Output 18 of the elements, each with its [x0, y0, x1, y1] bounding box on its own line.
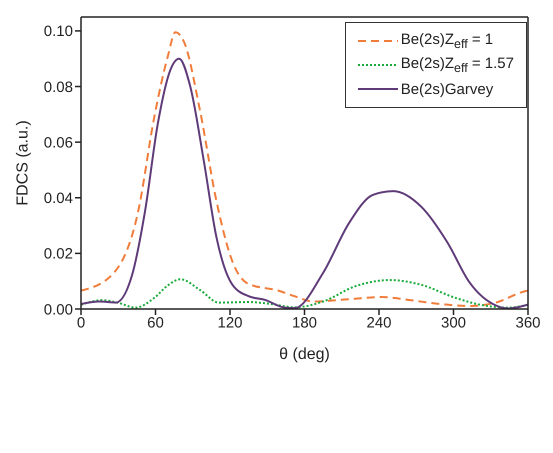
x-tick-label: 60: [147, 314, 164, 332]
legend-label: Be(2s)Garvey: [400, 80, 494, 98]
y-tick-label: 0.02: [44, 246, 73, 263]
x-tick-label: 240: [366, 314, 392, 332]
y-axis-title: FDCS (a.u.): [14, 120, 32, 206]
x-tick-label: 0: [76, 314, 86, 332]
x-axis-title: θ (deg): [279, 346, 330, 363]
legend-label: Be(2s)Z$_{eff}$ = 1.57: [400, 55, 514, 75]
x-tick-label: 360: [515, 314, 541, 332]
x-tick-label: 300: [440, 314, 466, 332]
y-tick-label: 0.04: [44, 190, 73, 208]
y-tick-label: 0.00: [44, 301, 73, 318]
y-tick-label: 0.06: [44, 134, 73, 152]
x-tick-label: 120: [217, 314, 243, 332]
y-tick-label: 0.08: [44, 78, 73, 96]
x-tick-label: 180: [292, 314, 318, 332]
legend-label: Be(2s)Z$_{eff}$ = 1: [400, 31, 494, 51]
y-tick-label: 0.10: [44, 23, 73, 40]
